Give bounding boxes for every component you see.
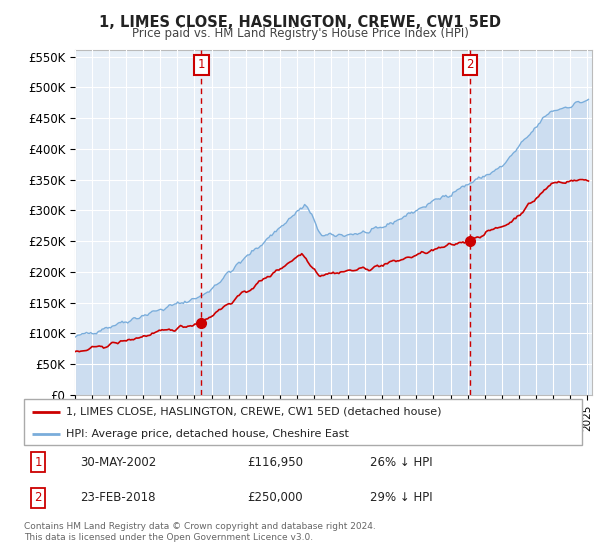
Text: 1, LIMES CLOSE, HASLINGTON, CREWE, CW1 5ED (detached house): 1, LIMES CLOSE, HASLINGTON, CREWE, CW1 5… xyxy=(66,407,442,417)
Text: Contains HM Land Registry data © Crown copyright and database right 2024.: Contains HM Land Registry data © Crown c… xyxy=(24,522,376,531)
Text: 1: 1 xyxy=(198,58,205,71)
Text: 1: 1 xyxy=(34,456,42,469)
Text: 23-FEB-2018: 23-FEB-2018 xyxy=(80,492,155,505)
Text: 2: 2 xyxy=(34,492,42,505)
Text: HPI: Average price, detached house, Cheshire East: HPI: Average price, detached house, Ches… xyxy=(66,428,349,438)
Text: £116,950: £116,950 xyxy=(247,456,303,469)
Text: Price paid vs. HM Land Registry's House Price Index (HPI): Price paid vs. HM Land Registry's House … xyxy=(131,27,469,40)
Text: 29% ↓ HPI: 29% ↓ HPI xyxy=(370,492,433,505)
Text: 1, LIMES CLOSE, HASLINGTON, CREWE, CW1 5ED: 1, LIMES CLOSE, HASLINGTON, CREWE, CW1 5… xyxy=(99,15,501,30)
Text: 30-MAY-2002: 30-MAY-2002 xyxy=(80,456,156,469)
Text: This data is licensed under the Open Government Licence v3.0.: This data is licensed under the Open Gov… xyxy=(24,533,313,542)
Text: £250,000: £250,000 xyxy=(247,492,303,505)
Text: 2: 2 xyxy=(466,58,474,71)
Text: 26% ↓ HPI: 26% ↓ HPI xyxy=(370,456,433,469)
